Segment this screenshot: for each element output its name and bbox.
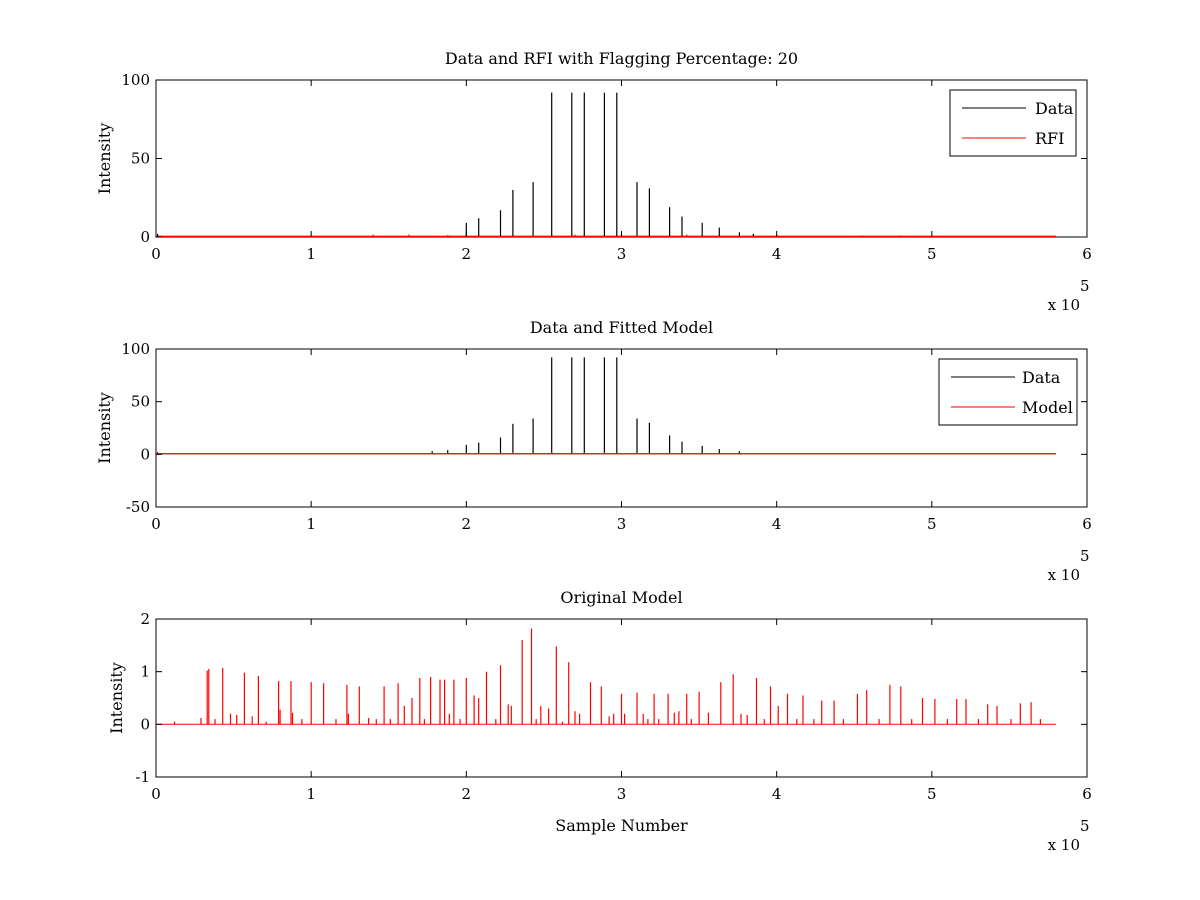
legend-label: Model xyxy=(1022,398,1073,417)
legend: Data RFI xyxy=(949,89,1077,157)
y-tick-label: 0 xyxy=(140,715,150,733)
x-tick-label: 2 xyxy=(462,515,472,533)
y-tick-label: 100 xyxy=(121,340,150,358)
x-exponent-power: 5 xyxy=(1080,817,1090,835)
x-exponent-power: 5 xyxy=(1080,547,1090,565)
x-tick-label: 6 xyxy=(1082,515,1092,533)
legend-label: Data xyxy=(1022,368,1061,387)
x-tick-label: 5 xyxy=(927,515,937,533)
y-tick-label: 100 xyxy=(121,71,150,89)
legend-box xyxy=(938,358,1078,426)
x-tick-label: 4 xyxy=(772,515,782,533)
x-tick-label: 5 xyxy=(927,245,937,263)
x-tick-label: 1 xyxy=(306,785,316,803)
x-tick-label: 0 xyxy=(151,515,161,533)
x-exponent-power: 5 xyxy=(1080,277,1090,295)
y-axis-label: Intensity xyxy=(95,392,114,464)
chart-title: Original Model xyxy=(560,588,682,607)
x-tick-label: 5 xyxy=(927,785,937,803)
x-axis-label: Sample Number xyxy=(555,816,688,835)
x-tick-label: 1 xyxy=(306,245,316,263)
y-tick-label: -50 xyxy=(126,498,150,516)
y-axis-label: Intensity xyxy=(107,662,126,734)
axes-box xyxy=(155,79,1088,238)
axes-box xyxy=(155,348,1088,508)
chart-title: Data and RFI with Flagging Percentage: 2… xyxy=(445,49,798,68)
x-tick-label: 1 xyxy=(306,515,316,533)
x-tick-label: 0 xyxy=(151,785,161,803)
y-tick-label: 0 xyxy=(140,445,150,463)
x-exponent-label: x 10 xyxy=(1048,566,1080,584)
y-axis-label: Intensity xyxy=(95,123,114,195)
legend-box xyxy=(949,89,1077,157)
x-tick-label: 6 xyxy=(1082,785,1092,803)
x-tick-label: 4 xyxy=(772,785,782,803)
series-group xyxy=(156,628,1056,725)
series-group xyxy=(156,92,1056,237)
x-tick-label: 4 xyxy=(772,245,782,263)
chart-title: Data and Fitted Model xyxy=(530,318,713,337)
x-exponent-label: x 10 xyxy=(1048,836,1080,854)
series-group xyxy=(156,357,1056,455)
y-tick-label: 50 xyxy=(131,393,150,411)
y-tick-label: 1 xyxy=(140,663,150,681)
x-tick-label: 2 xyxy=(462,785,472,803)
y-tick-label: 2 xyxy=(140,610,150,628)
x-tick-label: 3 xyxy=(617,785,627,803)
x-tick-label: 2 xyxy=(462,245,472,263)
x-exponent-label: x 10 xyxy=(1048,296,1080,314)
legend-label: RFI xyxy=(1035,129,1064,148)
legend-label: Data xyxy=(1035,99,1074,118)
x-tick-label: 3 xyxy=(617,515,627,533)
y-tick-label: 0 xyxy=(140,228,150,246)
x-tick-label: 0 xyxy=(151,245,161,263)
legend: Data Model xyxy=(938,358,1078,426)
x-tick-label: 6 xyxy=(1082,245,1092,263)
y-tick-label: -1 xyxy=(135,768,150,786)
x-tick-label: 3 xyxy=(617,245,627,263)
y-tick-label: 50 xyxy=(131,150,150,168)
